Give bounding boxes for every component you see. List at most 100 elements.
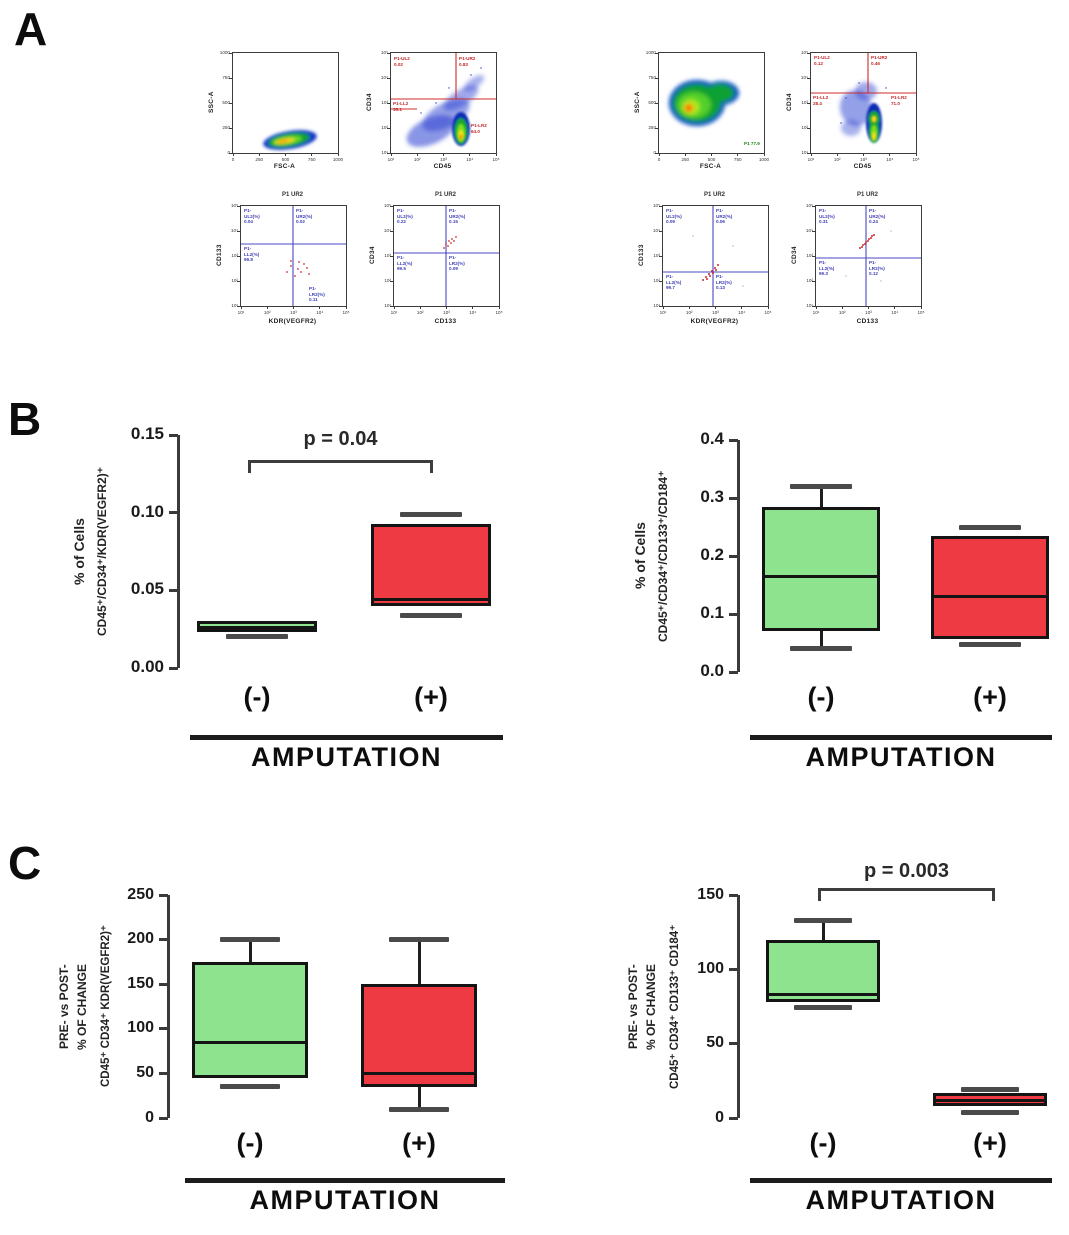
y-tick-mark [390, 280, 394, 282]
x-tick-label: 10⁴ [316, 310, 324, 315]
x-tick-label: 10⁴ [466, 157, 474, 162]
y-tick-label: 10⁵ [800, 50, 808, 55]
gate-label: P1-UR2(%) 0.24 [869, 208, 886, 225]
whisker-stem [417, 939, 421, 985]
y-axis-label: PRE- vs POST- [57, 964, 71, 1049]
box-amputation-negative [766, 939, 880, 1003]
x-tick-label: 10¹ [387, 157, 395, 162]
median-line [197, 626, 317, 630]
y-tick-mark [387, 52, 391, 54]
gate-label: P1-LL2(%) 99.7 [666, 274, 682, 291]
plot-title: P1 UR2 [434, 192, 456, 198]
x-tick-label: 500 [707, 157, 716, 162]
y-tick-mark [659, 280, 663, 282]
y-tick-label: 10⁵ [383, 203, 391, 208]
y-tick-mark [659, 255, 663, 257]
y-tick-label: 750 [648, 75, 656, 80]
y-tick-label: 10⁵ [652, 203, 660, 208]
x-axis-label: KDR(VEGFR2) [268, 318, 317, 325]
y-tick-mark [729, 670, 738, 674]
gate-label: P1-UL2(%) 0.31 [819, 208, 835, 225]
y-axis-label: CD34 [366, 93, 373, 111]
gate-label: P1-UR2(%) 0.02 [296, 208, 313, 225]
box-chart-c-left: 0 50 100 150 200 250 PRE- vs POST- % OF CHANGE C… [55, 860, 525, 1235]
flow-plot-cd45-pos: P1-UL2 0.12 P1-UR2 0.46 P1-LL2 28.4 P1-L… [801, 50, 920, 162]
gate-label: P1-LL2 35.1 [393, 101, 409, 112]
x-tick-mark [345, 306, 347, 309]
x-tick-label: 10³ [440, 157, 447, 162]
x-tick-label: 750 [733, 157, 742, 162]
y-tick-mark [237, 230, 241, 232]
y-tick-mark [169, 433, 178, 437]
y-tick-label: 100 [697, 959, 724, 977]
y-tick-label: 10¹ [801, 150, 808, 155]
x-tick-label: 10¹ [390, 310, 398, 315]
category-label: (+) [414, 682, 448, 712]
scatter-dots [816, 206, 921, 306]
x-tick-label: 10⁴ [738, 310, 746, 315]
gate-label: P1-LR2(%) 0.12 [869, 260, 885, 277]
y-axis-line [736, 895, 740, 1118]
y-tick-mark [729, 967, 738, 971]
x-tick-mark [662, 306, 664, 309]
x-tick-mark [763, 153, 765, 156]
y-tick-label: 150 [127, 974, 154, 992]
x-axis-label: CD133 [434, 318, 457, 325]
y-axis-label: CD133 [216, 244, 223, 266]
x-axis-underline [750, 1178, 1052, 1183]
significance-bracket-end [430, 460, 433, 473]
y-tick-mark [659, 230, 663, 232]
y-tick-mark [729, 496, 738, 500]
x-tick-mark [319, 306, 321, 309]
x-axis-label: AMPUTATION [249, 1185, 441, 1215]
y-tick-label: 500 [222, 100, 230, 105]
whisker-cap [794, 917, 852, 923]
whisker-cap [400, 612, 462, 618]
panel-label-b: B [8, 393, 42, 445]
x-tick-mark [495, 153, 497, 156]
y-axis-label: SSC-A [634, 91, 641, 113]
y-tick-mark [655, 77, 659, 79]
gate-label: P1-UR2(%) 0.06 [716, 208, 733, 225]
y-tick-label: 0.0 [700, 660, 724, 680]
y-tick-mark [655, 127, 659, 129]
y-tick-label: 1000 [219, 50, 230, 55]
y-axis-label: % OF CHANGE [75, 963, 89, 1050]
gate-label: P1-LR2(%) 0.11 [309, 286, 325, 303]
y-tick-mark [387, 102, 391, 104]
x-tick-mark [767, 306, 769, 309]
y-tick-label: 1000 [645, 50, 656, 55]
x-tick-mark [741, 306, 743, 309]
x-tick-label: 10¹ [659, 310, 667, 315]
plot-title: P1 UR2 [281, 192, 303, 198]
whisker-cap [389, 937, 449, 943]
median-line [371, 598, 491, 602]
y-tick-label: 150 [697, 885, 724, 903]
y-tick-label: 250 [222, 125, 230, 130]
whisker-cap [220, 937, 280, 943]
gate-label: P1-LR2(%) 0.13 [716, 274, 732, 291]
flow-plot-cd133-pos: P1-UL2(%) 0.31 P1-UR2(%) 0.24 P1-LL2(%) … [806, 203, 925, 315]
x-tick-label: 10⁵ [492, 157, 500, 162]
y-tick-label: 0 [145, 1108, 154, 1126]
median-line [766, 993, 880, 997]
x-tick-mark [894, 306, 896, 309]
y-axis-label: CD45⁺ CD34⁺ CD133⁺ CD184⁺ [669, 924, 681, 1089]
quadrant-gate-lines [663, 206, 768, 306]
y-tick-label: 0.2 [700, 544, 724, 564]
quadrant-gate-lines [241, 206, 346, 306]
median-line [931, 595, 1049, 599]
whisker-cap [400, 511, 462, 517]
y-tick-mark [159, 1071, 168, 1075]
flow-plot-kdr-pos: P1-UL2(%) 0.09 P1-UR2(%) 0.06 P1-LL2(%) … [653, 203, 772, 315]
y-tick-mark [169, 666, 178, 670]
y-tick-mark [655, 152, 659, 154]
y-tick-mark [237, 205, 241, 207]
flow-plot-fsc-ssc-neg: 0 0 250 250 500 500 750 750 1000 1000 [220, 50, 343, 162]
whisker-cap [961, 1109, 1019, 1115]
x-tick-label: 10⁴ [891, 310, 899, 315]
y-tick-label: 0.15 [130, 423, 164, 443]
density-blob [811, 53, 916, 143]
x-tick-label: 1000 [332, 157, 344, 162]
x-tick-mark [285, 153, 286, 156]
